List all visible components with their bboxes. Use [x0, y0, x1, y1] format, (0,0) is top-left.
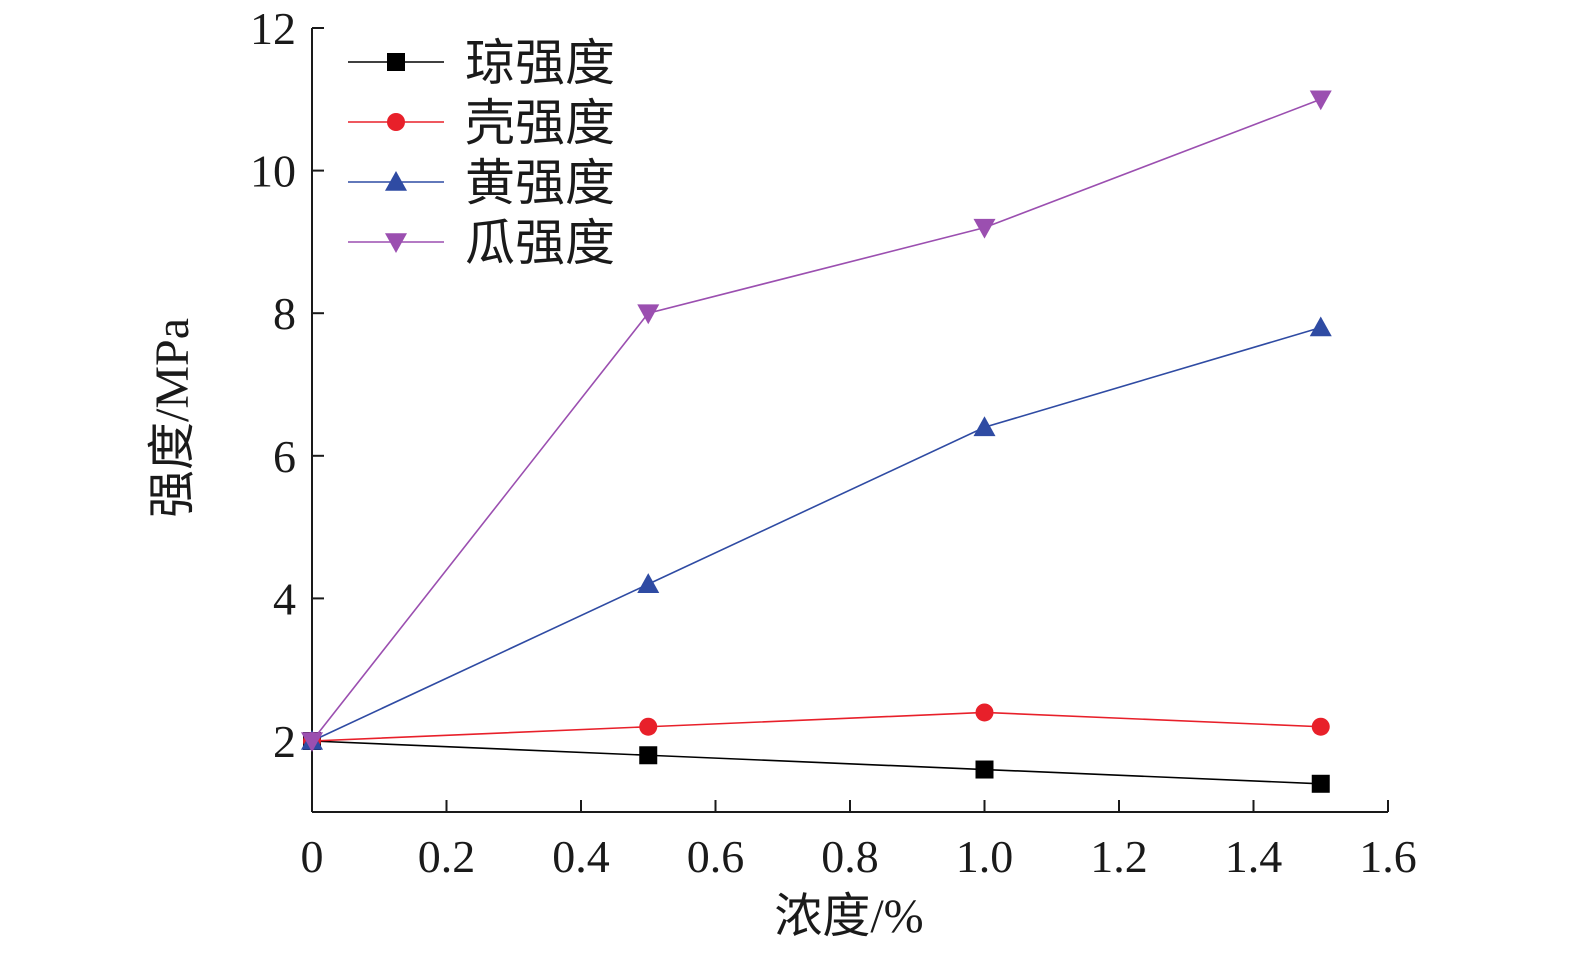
legend-marker [385, 171, 407, 191]
series [301, 316, 1332, 750]
x-tick-label: 1.2 [1090, 831, 1148, 882]
x-axis-title: 浓度/% [774, 890, 923, 943]
x-tick-label: 1.0 [956, 831, 1014, 882]
data-point [975, 703, 994, 722]
y-axis-title: 强度/MPa [146, 318, 199, 518]
series-line [311, 740, 1321, 785]
y-tick-label: 10 [250, 146, 296, 197]
axes: 0 0.2 0.4 0.6 0.8 1.0 1.2 1.4 1.6 2 4 6 8 10 12 [250, 3, 1417, 882]
x-tick-label: 1.6 [1359, 831, 1417, 882]
x-tick-label: 0.4 [552, 831, 610, 882]
legend-item: 壳强度 [348, 95, 615, 151]
data-point [973, 218, 996, 239]
legend-item: 琼强度 [348, 35, 615, 91]
data-point [637, 304, 660, 325]
data-point [973, 416, 996, 437]
y-tick-label: 6 [273, 431, 296, 482]
data-point [639, 746, 658, 765]
series-line [311, 326, 1321, 742]
legend-item: 瓜强度 [348, 215, 615, 271]
data-point [639, 717, 658, 736]
x-tick-label: 0.8 [821, 831, 879, 882]
y-tick-label: 2 [273, 716, 296, 767]
legend-marker [385, 233, 407, 253]
series-layer [301, 90, 1332, 793]
y-tick-label: 8 [273, 288, 296, 339]
y-tick-label: 12 [250, 3, 296, 54]
legend-item: 黄强度 [348, 155, 615, 211]
series-line [311, 711, 1321, 742]
legend-label: 壳强度 [465, 95, 615, 151]
x-tick-label: 0.6 [687, 831, 745, 882]
series-line [311, 98, 1322, 742]
data-point [1311, 774, 1330, 793]
data-point [637, 573, 660, 593]
series [301, 90, 1332, 752]
series [303, 703, 1330, 750]
data-point [301, 732, 323, 752]
legend-label: 琼强度 [465, 35, 615, 91]
legend-marker [387, 53, 405, 71]
x-tick-label: 0 [301, 831, 324, 882]
series [303, 732, 1330, 793]
data-point [975, 760, 994, 779]
x-tick-label: 1.4 [1225, 831, 1283, 882]
legend-label: 黄强度 [465, 155, 615, 211]
legend-marker [387, 113, 405, 131]
data-point [1311, 717, 1330, 736]
data-point [1309, 316, 1332, 337]
y-tick-label: 4 [273, 573, 296, 624]
legend-label: 瓜强度 [465, 215, 615, 271]
data-point [1309, 90, 1332, 111]
x-tick-label: 0.2 [418, 831, 476, 882]
